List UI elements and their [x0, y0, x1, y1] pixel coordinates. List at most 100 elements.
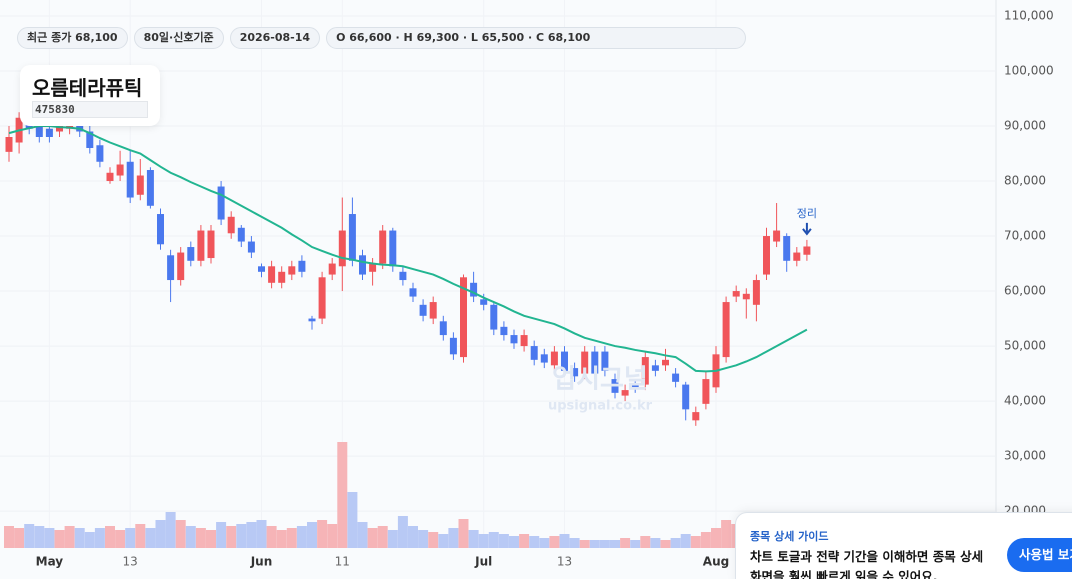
watermark-url: upsignal.co.kr: [548, 399, 653, 414]
candle-body: [490, 304, 498, 330]
candle-body: [278, 271, 286, 283]
volume-bar: [246, 522, 257, 548]
candle-body: [561, 351, 568, 371]
moving-average: [8, 124, 808, 373]
stock-name: 오름테라퓨틱: [32, 76, 143, 100]
candle-body: [379, 230, 387, 264]
badges: 최근 종가 68,100 80일·신호기준 2026-08-14 O 66,60…: [17, 27, 747, 49]
volume-bar: [337, 442, 348, 548]
volume-bar: [397, 516, 408, 548]
volume-bar: [700, 532, 711, 548]
candle-body: [763, 236, 770, 275]
candle-body: [338, 230, 346, 267]
candle-body: [540, 354, 548, 363]
volume-bar: [670, 538, 681, 548]
y-tick-label: 60,000: [1004, 284, 1046, 298]
candle-body: [641, 357, 649, 385]
guide-button[interactable]: 사용법 보기: [1007, 538, 1072, 572]
candle-body: [692, 412, 700, 421]
candle-body: [409, 288, 417, 297]
volume-bar: [105, 526, 115, 548]
guide-title: 종목 상세 가이드: [750, 530, 829, 543]
candle-body: [429, 302, 437, 319]
volume-bar: [620, 538, 631, 548]
volume-bar: [4, 526, 14, 548]
volume-bar: [438, 534, 449, 548]
candle-body: [581, 351, 589, 374]
candle-body: [419, 304, 427, 316]
x-tick-label: Jul: [474, 555, 492, 569]
volume-bar: [640, 536, 651, 548]
volume-bar: [408, 526, 418, 548]
volume-bar: [216, 522, 227, 548]
volume-bar: [711, 528, 721, 548]
candle-body: [146, 170, 154, 206]
candle-body: [631, 384, 639, 388]
badge: 2026-08-14: [229, 27, 321, 49]
volume-bar: [509, 536, 519, 548]
candle-body: [510, 335, 518, 344]
candle-body: [611, 379, 619, 393]
volume-bar: [54, 530, 65, 548]
volume-bar: [498, 534, 509, 548]
candle-body: [45, 128, 53, 137]
watermark: 업시그널: [552, 365, 648, 395]
volume-bar: [266, 526, 277, 548]
volume-bar: [185, 526, 196, 548]
x-tick-label: Jun: [250, 555, 273, 569]
x-tick-label: 13: [123, 555, 138, 569]
volume-bar: [448, 528, 459, 548]
volume-bar: [115, 530, 126, 548]
badge: 80일·신호기준: [133, 27, 224, 49]
candle-body: [591, 351, 599, 374]
candle-body: [530, 346, 538, 360]
volume-bar: [458, 519, 469, 548]
volume-bar: [307, 522, 317, 548]
candle-body: [106, 172, 114, 182]
candle-body: [359, 255, 366, 275]
volume-bar: [468, 530, 479, 548]
candle-body: [318, 277, 326, 319]
volume-bar: [569, 538, 580, 548]
volume-bar: [276, 530, 287, 548]
guide-text: 화면을 훨씬 빠르게 읽을 수 있어요.: [750, 569, 938, 579]
volume-bar: [650, 538, 661, 548]
y-tick-label: 70,000: [1004, 229, 1046, 243]
candle-body: [793, 252, 801, 261]
x-tick-label: 11: [335, 555, 350, 569]
volume-bar: [630, 540, 641, 548]
volume-bar: [84, 532, 95, 548]
candle-body: [126, 161, 134, 198]
candle-body: [217, 186, 225, 220]
candle-body: [268, 266, 276, 283]
y-tick-label: 110,000: [1004, 8, 1054, 22]
candle-body: [773, 230, 781, 242]
candle-body: [742, 293, 750, 300]
candle-body: [35, 125, 43, 137]
candle-body: [722, 302, 730, 358]
volume-bar: [387, 530, 398, 548]
volume-bar: [317, 520, 328, 548]
volume-bar: [418, 530, 429, 548]
volume-bar: [125, 528, 136, 548]
volume-bar: [579, 540, 590, 548]
volume-bar: [377, 526, 388, 548]
candle-body: [157, 214, 164, 245]
volume-bar: [549, 536, 560, 548]
volume-bar: [236, 524, 247, 548]
candle-body: [621, 390, 629, 396]
candle-body: [247, 241, 255, 253]
volume-bar: [14, 528, 25, 548]
annotation-arrow: [802, 222, 812, 236]
candle-body: [187, 247, 195, 261]
candle-body: [550, 351, 558, 366]
candle-body: [439, 321, 447, 336]
candle-body: [177, 252, 185, 281]
candle-body: [399, 271, 407, 281]
candle-body: [389, 230, 397, 267]
volume-bar: [24, 524, 35, 548]
candle-body: [227, 216, 235, 234]
volume-bar: [327, 524, 338, 548]
candle-body: [651, 365, 659, 371]
